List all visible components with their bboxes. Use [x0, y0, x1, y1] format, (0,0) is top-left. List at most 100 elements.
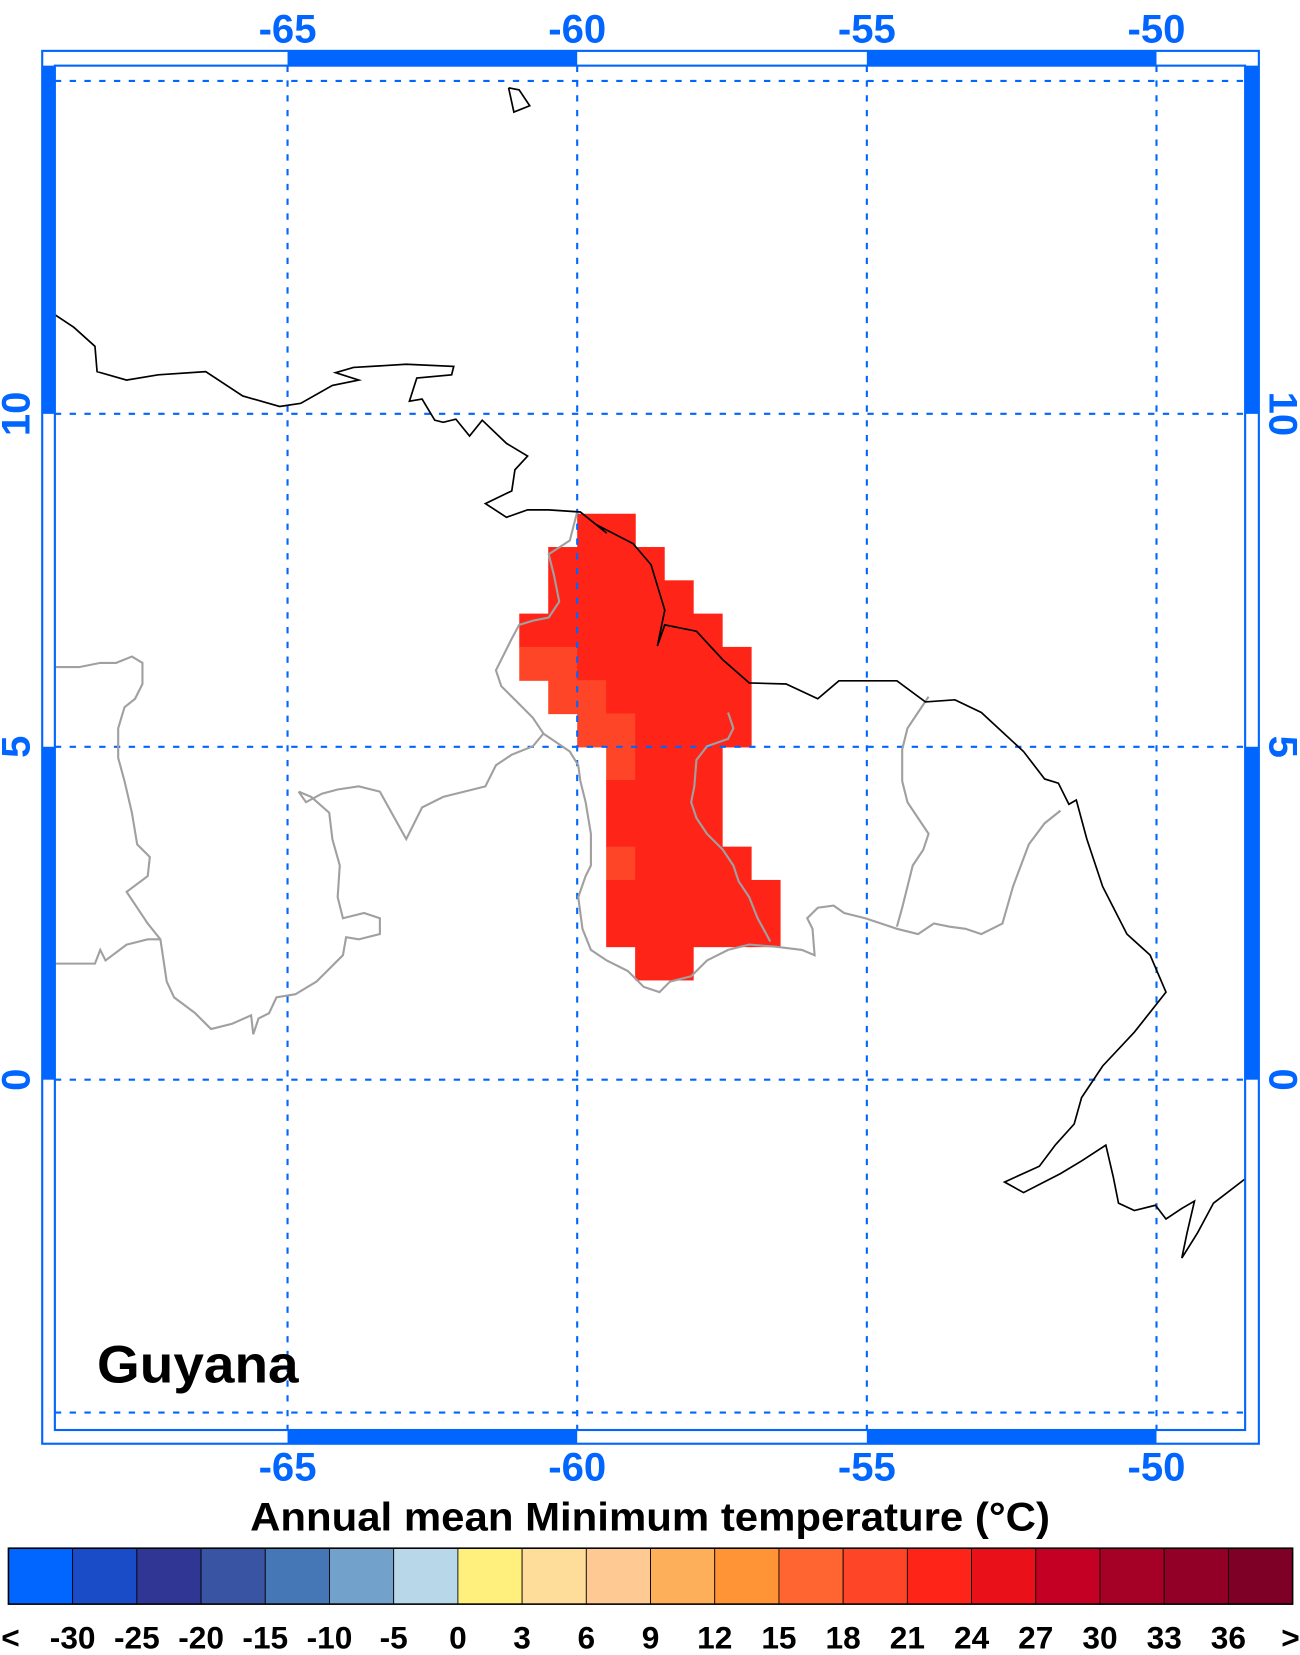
legend-swatch	[1035, 1547, 1101, 1605]
legend-tick-label: 21	[890, 1619, 925, 1655]
frame-top-segment	[287, 50, 578, 66]
legend-tick-label: -15	[242, 1619, 288, 1655]
legend-tick-label: 12	[697, 1619, 732, 1655]
grid-cell	[577, 613, 607, 648]
grid-cell	[606, 879, 636, 914]
grid-cell	[664, 946, 694, 981]
grid-cell	[635, 879, 665, 914]
lat-tick-label-right: 5	[1260, 736, 1300, 758]
frame-left-segment	[42, 746, 55, 1080]
legend-tick-label: 3	[513, 1619, 531, 1655]
grid-cell	[693, 913, 723, 948]
legend-swatch	[8, 1547, 74, 1605]
legend-border	[7, 1547, 1294, 1605]
grid-cell	[693, 780, 723, 814]
grid-cell	[750, 879, 781, 914]
temperature-grid-cells	[519, 513, 781, 981]
border-line	[895, 696, 930, 927]
legend-swatch	[778, 1547, 844, 1605]
legend-tick-label: -10	[307, 1619, 353, 1655]
color-legend: < -30 -25 -20 -15 -10 -5 0 3 6 9 12 15 18 21 24 27 30 33 36…	[1, 1547, 1300, 1655]
grid-cell	[664, 580, 694, 615]
grid-cell	[577, 580, 607, 615]
legend-tick-label: -30	[50, 1619, 96, 1655]
grid-cell	[664, 879, 694, 914]
grid-cell	[548, 646, 578, 681]
lon-tick-label-bottom: -60	[548, 1446, 606, 1490]
grid-cell	[635, 913, 665, 948]
lon-tick-label-top: -60	[548, 7, 606, 51]
border-line	[54, 938, 161, 965]
legend-swatch	[72, 1547, 138, 1605]
legend-swatch	[457, 1547, 523, 1605]
lat-tick-label-left: 0	[0, 1069, 39, 1091]
grid-cell	[606, 680, 636, 715]
coastlines	[54, 86, 1246, 1259]
grid-cell	[635, 846, 665, 881]
grid-cell	[577, 547, 607, 581]
legend-swatch	[1227, 1547, 1294, 1605]
grid-cell	[606, 713, 636, 748]
frame-left-segment	[42, 65, 55, 414]
map-frame	[41, 49, 1260, 1445]
border-line	[54, 655, 381, 1035]
legend-swatch	[200, 1547, 266, 1605]
lon-tick-label-bottom: -50	[1128, 1446, 1186, 1490]
legend-swatch	[714, 1547, 780, 1605]
frame-bottom-segment	[287, 1430, 578, 1444]
lat-tick-label-left: 5	[0, 736, 39, 758]
legend-swatch	[521, 1547, 587, 1605]
lon-tick-label-top: -65	[259, 7, 317, 51]
grid-cell	[664, 613, 694, 648]
grid-cell	[635, 946, 665, 981]
legend-tick-label: 6	[578, 1619, 596, 1655]
legend-tick-label: -5	[380, 1619, 408, 1655]
grid-cell	[693, 646, 723, 681]
legend-title: Annual mean Minimum temperature (°C)	[250, 1495, 1050, 1539]
border-line	[542, 732, 1062, 994]
grid-cell	[606, 846, 636, 881]
grid-cell	[635, 580, 665, 615]
frame-top-segment	[866, 50, 1157, 66]
grid-cell	[548, 680, 578, 715]
legend-tick-label: -25	[114, 1619, 160, 1655]
border-line	[690, 712, 772, 942]
legend-swatch	[264, 1547, 330, 1605]
lon-tick-label-top: -55	[838, 7, 896, 51]
legend-swatch	[842, 1547, 908, 1605]
region-label: Guyana	[97, 1336, 299, 1395]
grid-cell	[606, 913, 636, 948]
grid-cell	[722, 713, 752, 748]
grid-cell	[664, 846, 694, 881]
lon-tick-label-bottom: -55	[838, 1446, 896, 1490]
country-borders	[54, 511, 1062, 1035]
grid-cell	[664, 913, 694, 948]
grid-cell	[548, 613, 578, 648]
grid-cell	[693, 746, 723, 781]
grid-cell	[635, 746, 665, 781]
legend-tick-label: 27	[1018, 1619, 1053, 1655]
lat-tick-label-left: 10	[0, 392, 39, 437]
legend-tick-label: 24	[954, 1619, 990, 1655]
frame-right-segment	[1245, 65, 1259, 414]
grid-cell	[635, 780, 665, 814]
legend-tick-label: 9	[642, 1619, 660, 1655]
legend-tick-label: 33	[1147, 1619, 1182, 1655]
legend-tick-label: -20	[178, 1619, 224, 1655]
coastline	[507, 86, 531, 114]
legend-swatch	[1099, 1547, 1165, 1605]
grid-cell	[635, 646, 665, 681]
grid-cell	[750, 913, 781, 948]
lon-tick-label-bottom: -65	[259, 1446, 317, 1490]
legend-swatch	[906, 1547, 972, 1605]
grid-cell	[722, 913, 752, 948]
grid-cell	[722, 879, 752, 914]
grid-cell	[693, 680, 723, 715]
legend-tick-label: 36	[1211, 1619, 1246, 1655]
grid-cell	[606, 813, 636, 848]
grid-cell	[548, 580, 578, 615]
grid-cell	[664, 713, 694, 748]
lat-tick-label-right: 0	[1260, 1069, 1300, 1091]
grid-cell	[693, 879, 723, 914]
coastline	[54, 313, 1246, 1259]
